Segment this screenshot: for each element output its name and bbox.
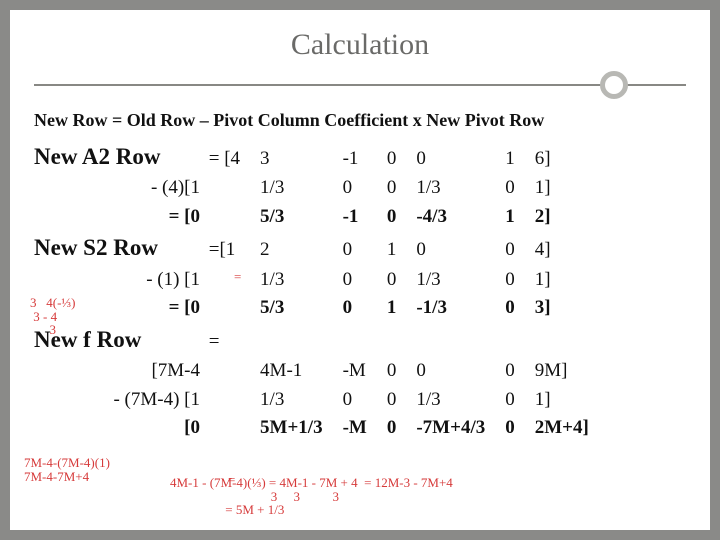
cell: 2	[250, 232, 333, 266]
cell: 0	[377, 415, 407, 444]
cell	[250, 324, 333, 358]
cell: 0	[495, 415, 525, 444]
cell: 1/3	[250, 387, 333, 416]
cell: 2M+4]	[525, 415, 599, 444]
table-row: - (7M-4) [11/3001/301]	[34, 387, 599, 416]
cell: 0	[377, 175, 407, 204]
row-sublabel: - (1) [1	[34, 267, 204, 294]
row-label: - (1) [1	[34, 267, 250, 296]
cell: 6]	[525, 141, 599, 175]
table-row: = [05/301-1/303]	[34, 295, 599, 324]
table-row: New f Row =	[34, 324, 599, 358]
cell: 0	[495, 267, 525, 296]
section-label: New S2 Row	[34, 232, 204, 264]
cell: 1]	[525, 175, 599, 204]
cell: 1	[377, 295, 407, 324]
cell: 1/3	[250, 175, 333, 204]
cell: 0	[377, 204, 407, 233]
handwritten-annotation: 3 4(-⅓) 3 - 4 3	[30, 296, 76, 337]
row-sublabel: = [0	[34, 204, 204, 231]
cell	[377, 324, 407, 358]
cell: -4/3	[406, 204, 495, 233]
table-row: New A2 Row = [43-10016]	[34, 141, 599, 175]
row-sublabel: - (4)[1	[34, 175, 204, 202]
row-label: [0	[34, 415, 250, 444]
ring-icon	[600, 71, 628, 99]
handwritten-annotation: =	[234, 270, 241, 284]
cell: 9M]	[525, 358, 599, 387]
cell: 4M-1	[250, 358, 333, 387]
cell: 3	[250, 141, 333, 175]
divider-line	[34, 84, 686, 86]
cell: -1	[333, 141, 377, 175]
cell: 0	[333, 387, 377, 416]
cell: 1	[495, 141, 525, 175]
table-row: [05M+1/3-M0-7M+4/302M+4]	[34, 415, 599, 444]
cell: -M	[333, 358, 377, 387]
cell: 0	[377, 358, 407, 387]
cell: 1/3	[406, 387, 495, 416]
table-row: = [0 5/3-10-4/312]	[34, 204, 599, 233]
handwritten-annotation: 4M-1 - (7M-4)(⅓) = 4M-1 - 7M + 4 = 12M-3…	[170, 476, 453, 517]
formula-text: New Row = Old Row – Pivot Column Coeffic…	[34, 110, 686, 131]
table-row: - (1) [11/3001/301]	[34, 267, 599, 296]
row-label: - (7M-4) [1	[34, 387, 250, 416]
cell: 2]	[525, 204, 599, 233]
cell: 5M+1/3	[250, 415, 333, 444]
cell: 0	[377, 387, 407, 416]
cell: -7M+4/3	[406, 415, 495, 444]
row-label: - (4)[1	[34, 175, 250, 204]
row-label: [7M-4	[34, 358, 250, 387]
table-row: [7M-44M-1-M0009M]	[34, 358, 599, 387]
cell: 0	[406, 141, 495, 175]
cell: 0	[495, 295, 525, 324]
cell: 5/3	[250, 204, 333, 233]
cell: 0	[495, 387, 525, 416]
row-sublabel: [0	[34, 415, 204, 442]
cell: 0	[406, 358, 495, 387]
cell: 5/3	[250, 295, 333, 324]
cell: 1]	[525, 387, 599, 416]
table-row: New S2 Row =[1201004]	[34, 232, 599, 266]
calculation-table: New A2 Row = [43-10016]- (4)[11/3001/301…	[34, 141, 599, 444]
section-label: New A2 Row	[34, 141, 204, 173]
handwritten-annotation: 7M-4-(7M-4)(1) 7M-4-7M+4	[24, 456, 110, 483]
cell: 0	[333, 175, 377, 204]
cell: 1/3	[406, 267, 495, 296]
cell: 0	[333, 295, 377, 324]
cell: 3]	[525, 295, 599, 324]
cell	[406, 324, 495, 358]
cell: 1	[495, 204, 525, 233]
cell: 4]	[525, 232, 599, 266]
slide-title: Calculation	[34, 28, 686, 62]
cell: 1/3	[250, 267, 333, 296]
row-sublabel: [7M-4	[34, 358, 204, 385]
row-label: = [0	[34, 204, 250, 233]
cell: 0	[377, 267, 407, 296]
cell: 0	[406, 232, 495, 266]
row-label: New S2 Row =[1	[34, 232, 250, 266]
cell: -1	[333, 204, 377, 233]
cell: 1	[377, 232, 407, 266]
cell	[333, 324, 377, 358]
cell: 1/3	[406, 175, 495, 204]
cell: -M	[333, 415, 377, 444]
cell: 0	[377, 141, 407, 175]
cell	[495, 324, 525, 358]
cell: -1/3	[406, 295, 495, 324]
cell: 0	[495, 232, 525, 266]
row-sublabel: - (7M-4) [1	[34, 387, 204, 414]
cell	[525, 324, 599, 358]
title-divider	[34, 70, 686, 100]
cell: 0	[495, 175, 525, 204]
cell: 0	[333, 267, 377, 296]
row-label: New A2 Row = [4	[34, 141, 250, 175]
cell: 1]	[525, 267, 599, 296]
table-row: - (4)[11/3001/301]	[34, 175, 599, 204]
slide: Calculation New Row = Old Row – Pivot Co…	[10, 10, 710, 530]
cell: 0	[495, 358, 525, 387]
cell: 0	[333, 232, 377, 266]
